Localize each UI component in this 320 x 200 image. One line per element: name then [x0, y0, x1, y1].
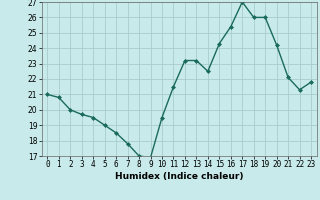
- X-axis label: Humidex (Indice chaleur): Humidex (Indice chaleur): [115, 172, 244, 181]
